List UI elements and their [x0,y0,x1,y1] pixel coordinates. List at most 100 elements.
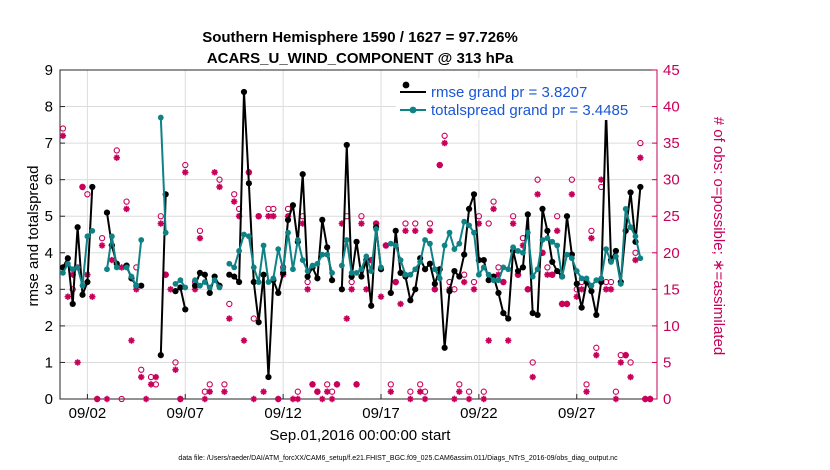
y-tick-label-right: 20 [663,245,680,262]
rmse-point [485,277,492,284]
possible-obs-marker [284,205,292,213]
possible-obs-marker [118,395,125,403]
legend-spread-marker [409,106,417,114]
chart-title-line2: ACARS_U_WIND_COMPONENT @ 313 hPa [207,50,514,67]
x-tick-label: 09/02 [69,405,107,422]
assimilated-obs-marker [480,395,487,403]
assimilated-obs-marker [392,278,399,286]
y-tick-label-left: 2 [45,318,53,335]
possible-obs-marker [358,213,365,220]
possible-obs-marker [59,125,67,132]
assimilated-obs-marker [470,286,478,293]
assimilated-obs-marker [505,337,512,344]
totalspread-point [446,229,453,236]
assimilated-obs-marker [328,395,336,403]
assimilated-obs-marker [573,293,580,300]
assimilated-obs-marker [456,388,463,395]
possible-obs-marker [84,191,91,198]
assimilated-obs-marker [177,395,184,403]
assimilated-obs-marker [382,242,390,249]
assimilated-obs-marker [397,300,404,308]
possible-obs-marker [568,176,576,183]
rmse-point [191,282,199,289]
assimilated-obs-marker [118,264,125,271]
rmse-point [392,227,399,234]
assimilated-obs-marker [162,271,169,278]
assimilated-obs-marker [593,351,600,359]
possible-obs-marker [417,381,424,388]
totalspread-point [265,279,272,285]
rmse-point [578,304,585,311]
rmse-point [84,278,91,286]
totalspread-point [510,244,517,251]
totalspread-point [431,266,438,273]
totalspread-point [412,266,419,273]
possible-obs-marker [402,220,409,227]
assimilated-obs-marker [539,249,546,256]
possible-obs-marker [465,388,473,395]
rmse-line-segment [228,90,334,379]
assimilated-obs-marker [309,381,316,388]
assimilated-obs-marker [451,395,458,403]
rmse-point [265,373,272,381]
assimilated-obs-marker [211,169,218,176]
assimilated-obs-marker [465,395,473,403]
possible-obs-marker [583,381,590,388]
assimilated-obs-marker [490,205,497,213]
possible-obs-marker [98,235,106,242]
possible-obs-marker [607,278,615,286]
possible-obs-marker [113,147,120,154]
assimilated-obs-marker [632,256,639,264]
totalspread-point [226,260,233,267]
totalspread-point [603,246,610,253]
possible-obs-marker [270,205,277,213]
possible-obs-marker [544,264,551,271]
totalspread-point [270,275,277,282]
totalspread-point [480,264,487,271]
rmse-point [358,273,365,280]
totalspread-point [79,282,86,289]
assimilated-obs-marker [172,366,179,373]
totalspread-point [529,273,536,280]
rmse-point [260,271,267,278]
rmse-point [500,309,507,317]
assimilated-obs-marker [206,388,213,395]
assimilated-obs-marker [138,373,145,381]
rmse-point [524,211,531,218]
totalspread-point [392,242,399,249]
rmse-point [446,288,453,295]
rmse-point [206,289,213,297]
assimilated-obs-marker [534,191,541,198]
assimilated-obs-marker [265,213,272,220]
rmse-point [495,289,502,297]
totalspread-point [422,237,428,243]
y-tick-label-right: 45 [663,62,680,79]
assimilated-obs-marker [553,227,561,235]
totalspread-point [319,251,326,258]
assimilated-obs-marker [250,395,257,403]
totalspread-point [211,277,218,284]
rmse-point [563,213,571,220]
assimilated-obs-marker [191,286,199,293]
totalspread-point [108,233,115,240]
rmse-point [324,244,331,251]
totalspread-point [192,277,198,284]
rmse-point [172,288,179,295]
assimilated-obs-marker [93,395,101,403]
totalspread-point [182,284,189,291]
totalspread-point [60,269,66,276]
totalspread-point [451,246,458,253]
assimilated-obs-marker [588,234,595,242]
totalspread-point [500,264,507,271]
assimilated-obs-marker [260,388,267,395]
totalspread-point [314,260,321,267]
rmse-point [74,224,81,231]
totalspread-point [568,255,575,262]
possible-obs-marker [407,388,414,395]
totalspread-point [598,275,605,282]
totalspread-point [363,253,370,260]
totalspread-point [471,229,477,236]
assimilated-obs-marker [113,154,120,161]
totalspread-point [564,251,570,258]
assimilated-obs-marker [348,286,355,293]
